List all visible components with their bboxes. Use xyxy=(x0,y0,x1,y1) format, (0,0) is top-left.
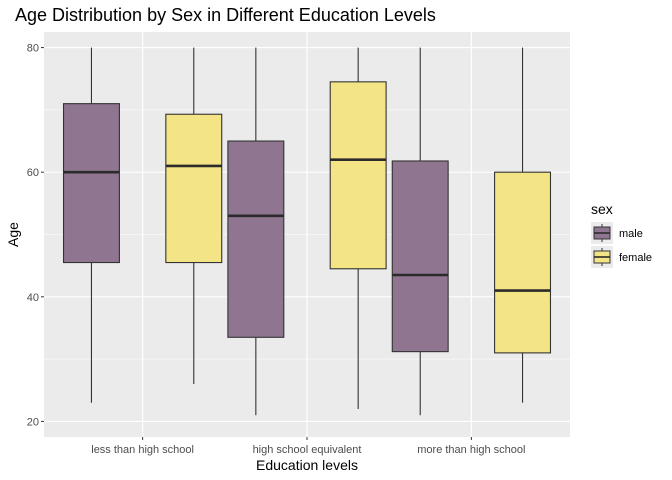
legend: sex male female xyxy=(591,201,652,268)
box-body xyxy=(165,113,223,264)
grid-major xyxy=(44,32,570,437)
box-body xyxy=(62,103,120,264)
x-axis-ticks: less than high school high school equival… xyxy=(91,437,525,456)
y-tick-label: 60 xyxy=(27,167,39,179)
y-tick-label: 80 xyxy=(27,43,39,55)
box-female-2 xyxy=(494,47,552,403)
legend-label-female: female xyxy=(619,252,652,264)
box-male-2 xyxy=(391,47,449,416)
legend-title: sex xyxy=(591,201,613,217)
x-axis-title: Education levels xyxy=(256,457,358,473)
y-axis-title: Age xyxy=(5,222,21,247)
legend-label-male: male xyxy=(619,228,643,240)
legend-key-female xyxy=(591,246,613,268)
legend-key-male xyxy=(591,222,613,244)
box-female-1 xyxy=(329,47,387,409)
box-body xyxy=(329,81,387,270)
box-body xyxy=(391,160,449,353)
box-male-0 xyxy=(62,47,120,403)
box-body xyxy=(494,171,552,354)
y-tick-label: 20 xyxy=(27,416,39,428)
box-body xyxy=(227,140,285,338)
x-tick-label: more than high school xyxy=(417,444,525,456)
boxes-layer xyxy=(62,47,552,416)
y-tick-label: 40 xyxy=(27,292,39,304)
chart-title: Age Distribution by Sex in Different Edu… xyxy=(15,5,436,25)
box-male-1 xyxy=(227,47,285,416)
x-tick-label: high school equivalent xyxy=(253,444,362,456)
y-axis-ticks: 20 40 60 80 xyxy=(27,43,44,428)
x-tick-label: less than high school xyxy=(91,444,194,456)
box-female-0 xyxy=(165,47,223,385)
